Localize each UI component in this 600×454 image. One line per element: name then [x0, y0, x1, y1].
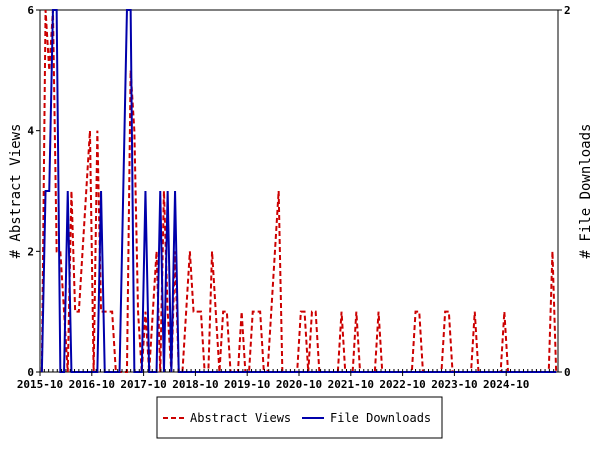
axis-layer: 2015-10 2016-10 2017-10 2018-10 2019-10 2020-… — [17, 4, 571, 391]
y-left-tick-label: 4 — [27, 125, 34, 138]
legend-label-file-downloads: File Downloads — [330, 411, 431, 425]
plot-area — [39, 9, 559, 373]
legend-box — [156, 396, 443, 439]
x-tick-label: 2023-10 — [431, 378, 477, 391]
y-right-tick-label: 0 — [564, 366, 571, 379]
x-tick-label: 2021-10 — [328, 378, 374, 391]
x-tick-label: 2015-10 — [17, 378, 63, 391]
x-tick-label: 2018-10 — [172, 378, 218, 391]
x-tick-label: 2016-10 — [69, 378, 115, 391]
x-tick-label: 2020-10 — [276, 378, 322, 391]
y-left-axis-title: # Abstract Views — [8, 124, 24, 259]
x-tick-label: 2019-10 — [224, 378, 270, 391]
y-left-tick-label: 2 — [27, 245, 34, 258]
y-left-tick-label: 6 — [27, 4, 34, 17]
x-tick-label: 2017-10 — [120, 378, 166, 391]
y-right-tick-label: 2 — [564, 4, 571, 17]
x-tick-label: 2024-10 — [483, 378, 529, 391]
x-tick-label: 2022-10 — [379, 378, 425, 391]
legend-label-abstract-views: Abstract Views — [190, 411, 291, 425]
y-left-tick-label: 0 — [27, 366, 34, 379]
y-right-axis-title: # File Downloads — [578, 124, 594, 259]
legend: Abstract Views File Downloads — [156, 396, 443, 439]
